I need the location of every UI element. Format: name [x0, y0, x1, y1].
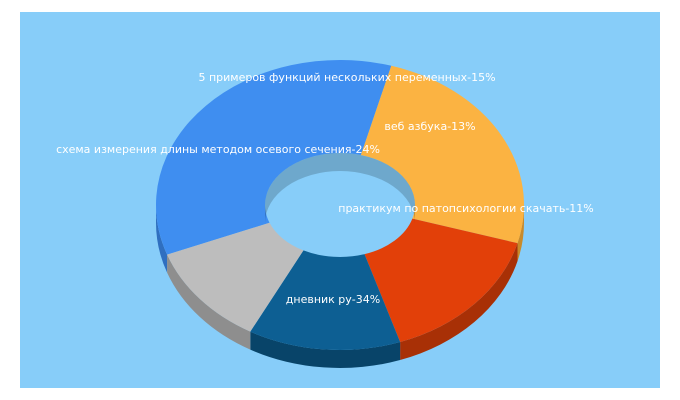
donut-hole-wall [265, 153, 415, 223]
slice-label-5-primerov: 5 примеров функций нескольких переменных… [198, 71, 495, 84]
slice-side-4 [167, 254, 251, 350]
slice-label-skhema-izmereniya: схема измерения длины методом осевого се… [56, 143, 380, 156]
slice-3 [250, 250, 401, 350]
slice-2 [364, 218, 518, 343]
slice-0 [155, 59, 392, 255]
slice-side-3 [250, 331, 401, 368]
slice-label-praktikum: практикум по патопсихологии скачать-11% [338, 202, 594, 215]
slice-4 [167, 222, 304, 332]
slice-side-0 [156, 205, 168, 273]
slice-label-dnevnik-ru: дневник ру-34% [286, 293, 380, 306]
slice-1 [360, 65, 524, 244]
slice-side-2 [400, 243, 518, 361]
slice-side-1 [517, 205, 524, 262]
slice-label-veb-azbuka: веб азбука-13% [384, 120, 475, 133]
